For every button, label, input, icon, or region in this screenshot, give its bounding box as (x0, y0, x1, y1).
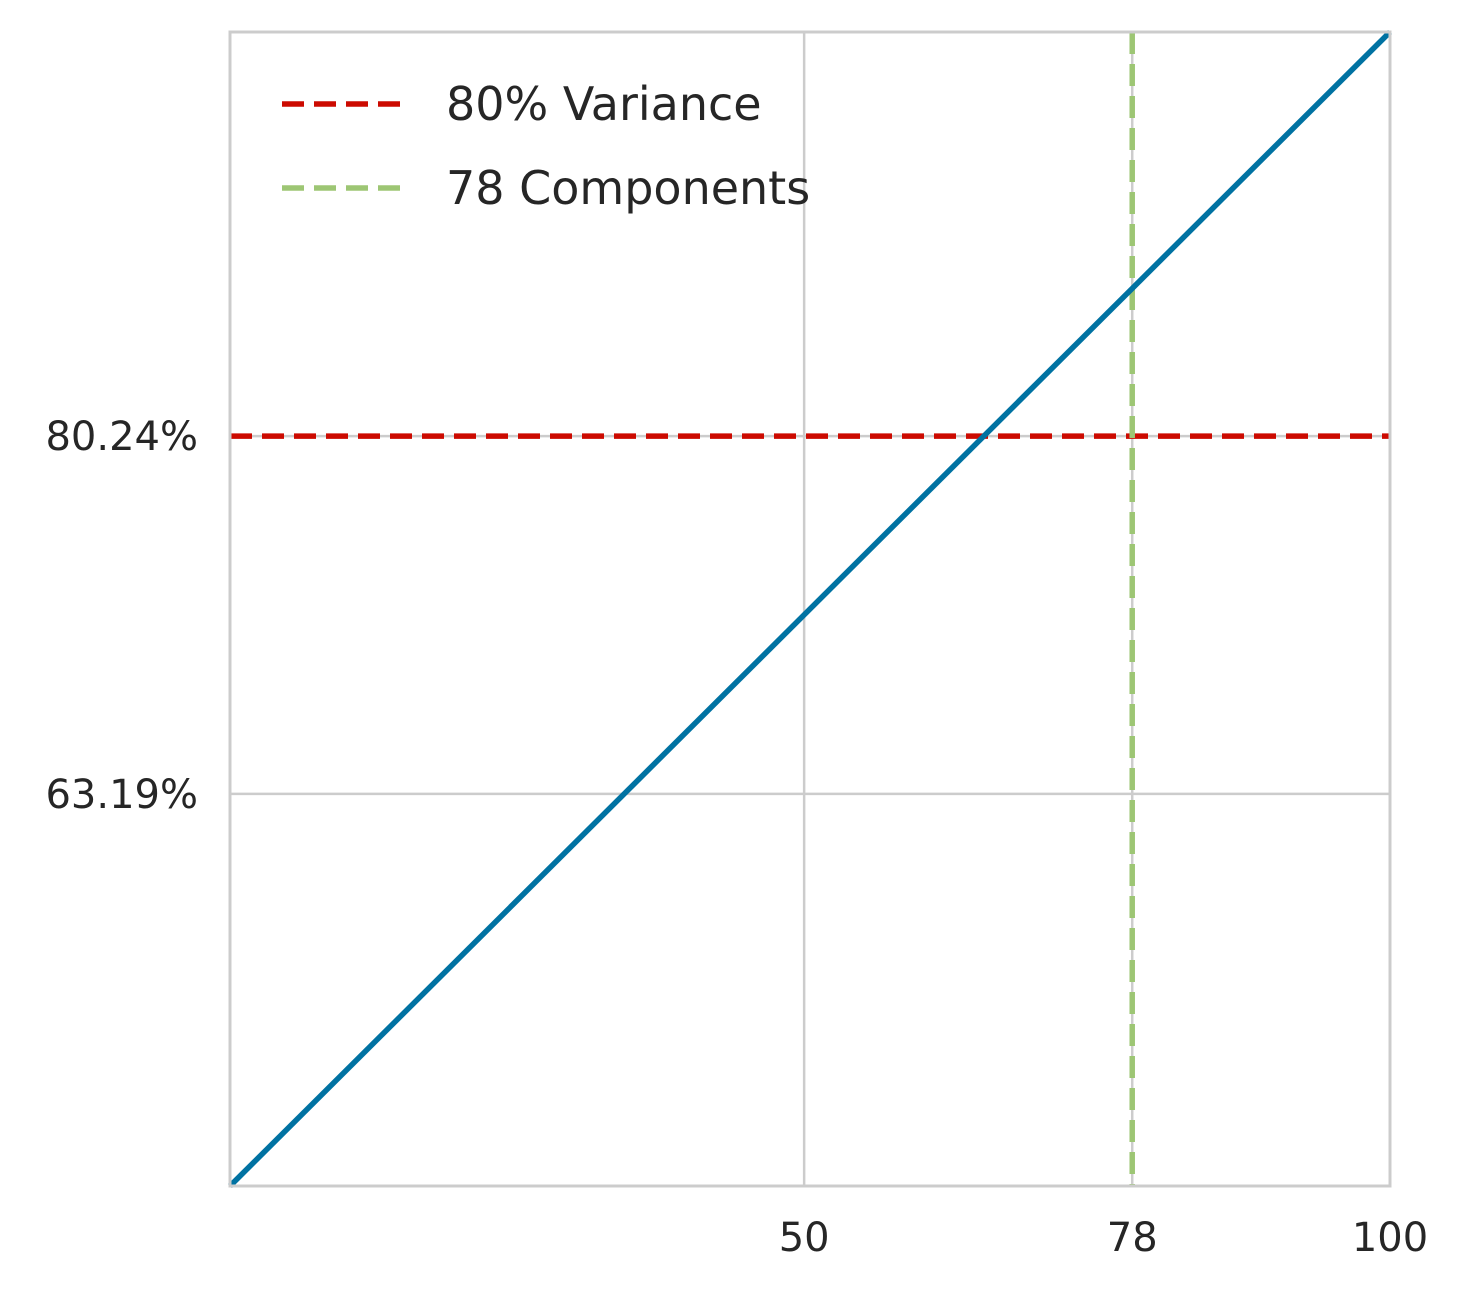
tick-labels: 50 78 100 63.19% 80.24% (45, 414, 1428, 1261)
y-tick-label: 80.24% (45, 414, 198, 460)
plot-frame (228, 30, 1392, 1188)
plot-frame-border (228, 30, 1392, 1188)
cumulative-variance-line (228, 30, 1392, 1188)
x-tick-label: 100 (1352, 1215, 1428, 1261)
legend-label: 80% Variance (446, 77, 762, 131)
x-tick-label: 50 (779, 1215, 830, 1261)
y-tick-label: 63.19% (45, 772, 198, 818)
x-tick-label: 78 (1107, 1215, 1158, 1261)
reference-lines (230, 32, 1390, 1186)
series-lines (228, 30, 1392, 1188)
legend: 80% Variance 78 Components (282, 77, 810, 215)
legend-label: 78 Components (446, 161, 810, 215)
